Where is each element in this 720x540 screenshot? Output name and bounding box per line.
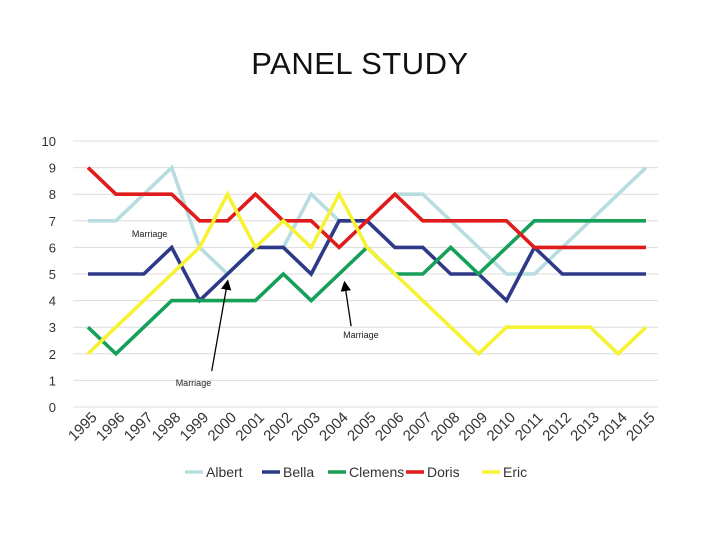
x-tick-label: 1997 <box>121 409 157 445</box>
series-line-doris <box>86 166 646 250</box>
legend-label-bella: Bella <box>283 464 314 480</box>
y-axis: 0 1 2 3 4 5 6 7 8 9 10 <box>42 134 56 415</box>
x-tick-label: 2009 <box>456 409 492 445</box>
x-tick-label: 2005 <box>344 409 380 445</box>
series-line-eric <box>86 190 648 357</box>
annotations: Marriage Marriage Marriage <box>132 229 379 388</box>
y-tick-label: 10 <box>42 134 56 149</box>
x-tick-label: 2006 <box>372 409 408 445</box>
y-tick-label: 5 <box>49 267 56 282</box>
x-tick-label: 2004 <box>316 409 352 445</box>
annotation-label: Marriage <box>343 330 379 340</box>
legend-label-clemens: Clemens <box>349 464 404 480</box>
x-tick-label: 2011 <box>512 409 547 444</box>
x-tick-label: 2000 <box>205 409 241 445</box>
y-tick-label: 3 <box>49 320 56 335</box>
x-tick-label: 2010 <box>484 409 520 445</box>
x-tick-label: 2002 <box>260 409 296 445</box>
x-tick-label: 1995 <box>65 409 101 445</box>
series-lines <box>86 164 648 357</box>
y-tick-label: 2 <box>49 347 56 362</box>
legend-label-doris: Doris <box>427 464 460 480</box>
annotation-arrow <box>211 279 232 372</box>
legend-label-eric: Eric <box>503 464 527 480</box>
y-tick-label: 6 <box>49 240 56 255</box>
x-axis: 1995199619971998199920002001200220032004… <box>65 409 659 445</box>
y-tick-label: 0 <box>49 400 56 415</box>
legend: Albert Bella Clemens Doris Eric <box>185 464 527 480</box>
annotation-label: Marriage <box>176 378 212 388</box>
y-tick-label: 1 <box>49 373 56 388</box>
x-tick-label: 1999 <box>177 409 213 445</box>
legend-label-albert: Albert <box>206 464 243 480</box>
y-tick-label: 8 <box>49 187 56 202</box>
annotation-label: Marriage <box>132 229 168 239</box>
series-line-bella <box>88 219 646 304</box>
x-tick-label: 1996 <box>93 409 129 445</box>
x-tick-label: 2001 <box>232 409 268 445</box>
y-tick-label: 9 <box>49 161 56 176</box>
x-tick-label: 2007 <box>400 409 436 445</box>
annotation-arrow <box>340 280 352 327</box>
x-tick-label: 2003 <box>288 409 324 445</box>
x-tick-label: 2013 <box>567 409 603 445</box>
x-tick-label: 2015 <box>623 409 659 445</box>
x-tick-label: 1998 <box>149 409 185 445</box>
y-tick-label: 4 <box>49 294 56 309</box>
x-tick-label: 2012 <box>539 409 575 445</box>
x-tick-label: 2008 <box>428 409 464 445</box>
chart-title: PANEL STUDY <box>251 46 469 81</box>
x-tick-label: 2014 <box>595 409 631 445</box>
y-tick-label: 7 <box>49 214 56 229</box>
